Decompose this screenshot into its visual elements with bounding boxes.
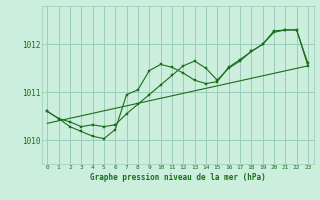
X-axis label: Graphe pression niveau de la mer (hPa): Graphe pression niveau de la mer (hPa) <box>90 173 266 182</box>
